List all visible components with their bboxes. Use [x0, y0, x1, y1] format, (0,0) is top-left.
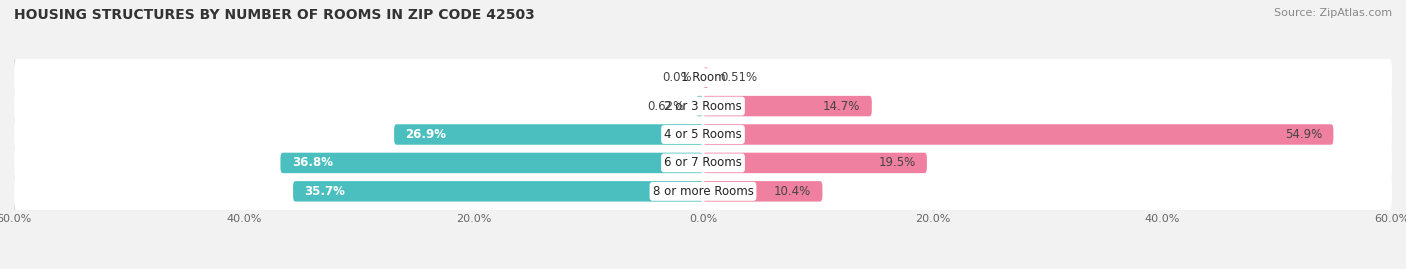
- FancyBboxPatch shape: [14, 170, 1392, 213]
- Text: 6 or 7 Rooms: 6 or 7 Rooms: [664, 156, 742, 169]
- Text: 19.5%: 19.5%: [879, 156, 915, 169]
- Text: 35.7%: 35.7%: [305, 185, 346, 198]
- FancyBboxPatch shape: [703, 68, 709, 88]
- Text: 10.4%: 10.4%: [773, 185, 811, 198]
- Text: 0.51%: 0.51%: [720, 71, 758, 84]
- FancyBboxPatch shape: [703, 153, 927, 173]
- FancyBboxPatch shape: [292, 181, 703, 201]
- Text: 4 or 5 Rooms: 4 or 5 Rooms: [664, 128, 742, 141]
- Text: 26.9%: 26.9%: [405, 128, 447, 141]
- Text: 8 or more Rooms: 8 or more Rooms: [652, 185, 754, 198]
- Text: 36.8%: 36.8%: [292, 156, 333, 169]
- FancyBboxPatch shape: [703, 181, 823, 201]
- Text: 14.7%: 14.7%: [823, 100, 860, 113]
- Text: Source: ZipAtlas.com: Source: ZipAtlas.com: [1274, 8, 1392, 18]
- Text: 0.62%: 0.62%: [647, 100, 685, 113]
- FancyBboxPatch shape: [394, 124, 703, 145]
- FancyBboxPatch shape: [14, 84, 1392, 128]
- FancyBboxPatch shape: [14, 113, 1392, 156]
- Text: 2 or 3 Rooms: 2 or 3 Rooms: [664, 100, 742, 113]
- Text: 1 Room: 1 Room: [681, 71, 725, 84]
- FancyBboxPatch shape: [696, 96, 703, 116]
- FancyBboxPatch shape: [14, 141, 1392, 185]
- FancyBboxPatch shape: [280, 153, 703, 173]
- FancyBboxPatch shape: [14, 56, 1392, 99]
- FancyBboxPatch shape: [703, 96, 872, 116]
- FancyBboxPatch shape: [703, 124, 1333, 145]
- Text: 54.9%: 54.9%: [1285, 128, 1322, 141]
- Text: HOUSING STRUCTURES BY NUMBER OF ROOMS IN ZIP CODE 42503: HOUSING STRUCTURES BY NUMBER OF ROOMS IN…: [14, 8, 534, 22]
- Text: 0.0%: 0.0%: [662, 71, 692, 84]
